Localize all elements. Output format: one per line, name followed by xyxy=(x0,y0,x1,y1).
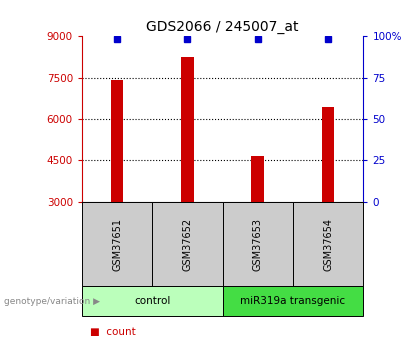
Text: GSM37654: GSM37654 xyxy=(323,218,333,270)
Title: GDS2066 / 245007_at: GDS2066 / 245007_at xyxy=(146,20,299,34)
Bar xyxy=(111,80,123,202)
Text: genotype/variation ▶: genotype/variation ▶ xyxy=(4,296,100,306)
Bar xyxy=(252,156,264,202)
Bar xyxy=(181,57,194,202)
Text: control: control xyxy=(134,296,171,306)
Text: GSM37651: GSM37651 xyxy=(112,218,122,270)
Text: GSM37653: GSM37653 xyxy=(253,218,263,270)
Text: miR319a transgenic: miR319a transgenic xyxy=(240,296,346,306)
Text: ■  count: ■ count xyxy=(90,327,136,337)
Text: GSM37652: GSM37652 xyxy=(182,218,192,270)
Bar xyxy=(322,107,334,202)
